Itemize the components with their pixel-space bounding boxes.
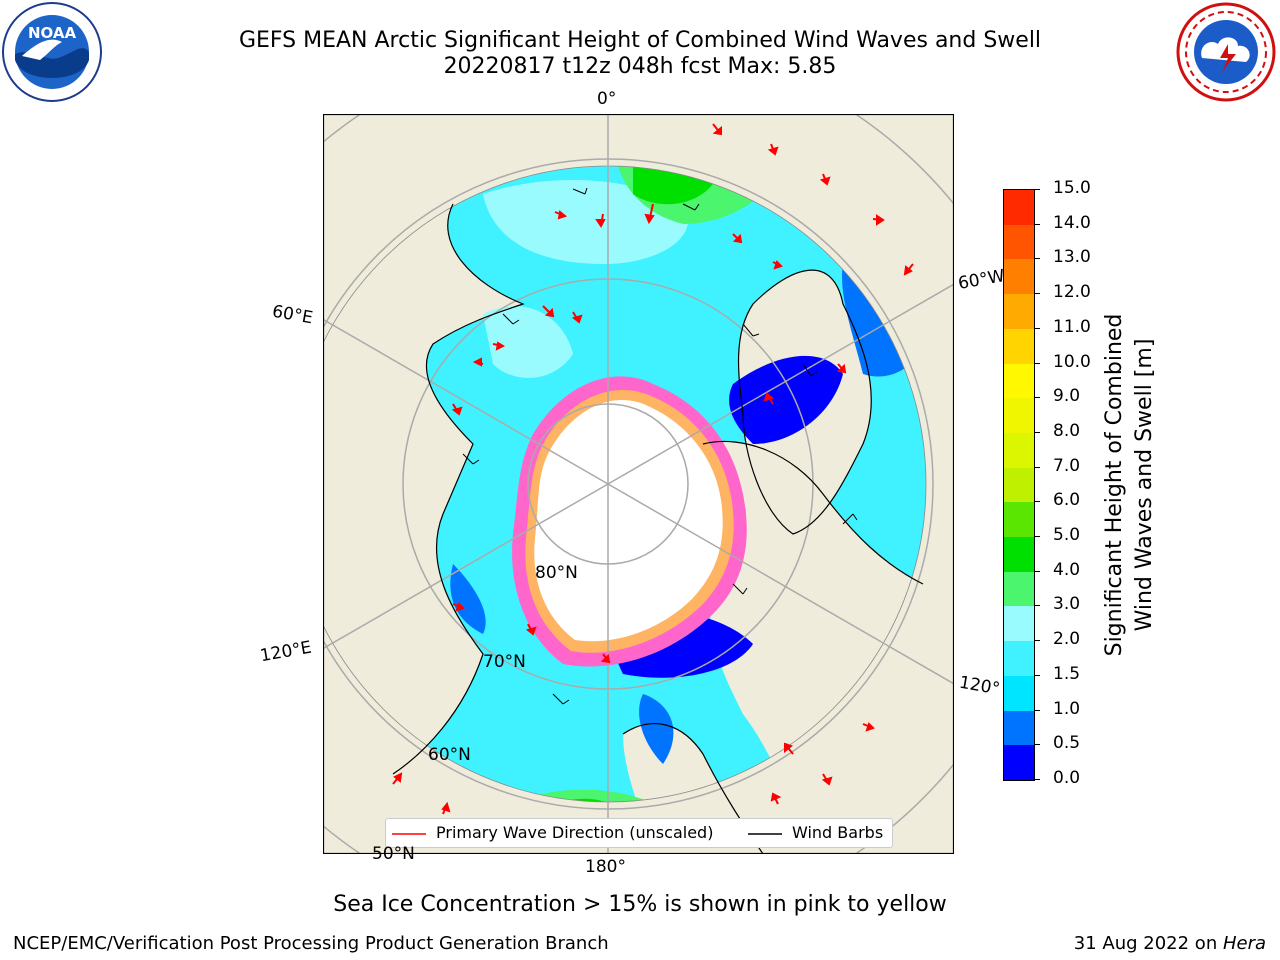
colorbar-tick-label: 1.5 — [1053, 663, 1081, 684]
colorbar-tick-label: 6.0 — [1053, 490, 1081, 511]
lat-label-60: 60°N — [428, 745, 471, 765]
colorbar-tick-mark — [1034, 293, 1040, 295]
noaa-logo-text: NOAA — [28, 24, 77, 42]
arctic-map-svg — [322, 113, 955, 855]
colorbar-tick-label: 13.0 — [1053, 247, 1091, 268]
colorbar-cell — [1004, 710, 1034, 746]
colorbar-tick-label: 12.0 — [1053, 282, 1091, 303]
colorbar-tick-mark — [1034, 744, 1040, 746]
colorbar-tick-label: 0.5 — [1053, 733, 1081, 754]
colorbar-tick-mark — [1034, 709, 1040, 711]
colorbar-tick-mark — [1034, 779, 1040, 780]
wave-direction-arrows — [392, 123, 914, 815]
title-line1: GEFS MEAN Arctic Significant Height of C… — [238, 28, 1042, 53]
footer-host: Hera — [1222, 933, 1266, 954]
primary-wave-legend-label: Primary Wave Direction (unscaled) — [436, 823, 714, 842]
colorbar-cell — [1004, 606, 1034, 642]
nws-logo — [1176, 2, 1276, 102]
colorbar-cell — [1004, 190, 1034, 225]
noaa-logo: NOAA — [2, 2, 102, 102]
lon-label-180: 180° — [585, 857, 626, 877]
colorbar-tick-mark — [1034, 431, 1040, 433]
colorbar-tick-label: 0.0 — [1053, 768, 1081, 788]
colorbar-cell — [1004, 328, 1034, 364]
colorbar-tick-label: 11.0 — [1053, 316, 1091, 337]
colorbar-tick-mark — [1034, 466, 1040, 468]
colorbar-tick-mark — [1034, 640, 1040, 642]
colorbar-cell — [1004, 224, 1034, 260]
arctic-map: Primary Wave Direction (unscaled) Wind B… — [322, 113, 955, 855]
colorbar-cell — [1004, 259, 1034, 295]
colorbar-title-line1: Significant Height of Combined — [1102, 313, 1127, 657]
colorbar-tick-mark — [1034, 189, 1040, 190]
colorbar-cell — [1004, 675, 1034, 711]
wind-barbs-legend-label: Wind Barbs — [792, 823, 884, 842]
colorbar-tick-label: 15.0 — [1053, 178, 1091, 198]
lat-label-80: 80°N — [535, 563, 578, 583]
primary-wave-legend-swatch — [392, 833, 426, 835]
lat-label-50: 50°N — [372, 844, 415, 864]
colorbar-cell — [1004, 432, 1034, 468]
colorbar-tick-label: 3.0 — [1053, 594, 1081, 615]
map-legend: Primary Wave Direction (unscaled) Wind B… — [385, 818, 893, 848]
colorbar-tick-label: 14.0 — [1053, 212, 1091, 233]
colorbar-tick-label: 1.0 — [1053, 698, 1081, 719]
colorbar-tick-label: 5.0 — [1053, 525, 1081, 546]
colorbar — [1003, 189, 1035, 781]
colorbar-tick-mark — [1034, 223, 1040, 225]
colorbar-tick-label: 4.0 — [1053, 559, 1081, 580]
colorbar-tick-mark — [1034, 327, 1040, 329]
lat-label-70: 70°N — [483, 652, 526, 672]
colorbar-cell — [1004, 641, 1034, 676]
wind-barbs-legend-swatch — [748, 833, 782, 835]
colorbar-cell — [1004, 467, 1034, 503]
wind-barbs — [462, 187, 858, 705]
colorbar-tick-mark — [1034, 605, 1040, 607]
lon-label-60w: 60°W — [956, 266, 1007, 294]
colorbar-cell — [1004, 294, 1034, 329]
colorbar-cell — [1004, 502, 1034, 538]
colorbar-tick-mark — [1034, 397, 1040, 399]
colorbar-tick-mark — [1034, 258, 1040, 260]
lon-label-120w: 120° — [957, 672, 1002, 700]
colorbar-cell — [1004, 537, 1034, 572]
colorbar-tick-mark — [1034, 362, 1040, 364]
colorbar-tick-label: 9.0 — [1053, 386, 1081, 407]
footer-date: 31 Aug 2022 on Hera — [1074, 933, 1266, 954]
colorbar-tick-mark — [1034, 674, 1040, 676]
colorbar-tick-label: 2.0 — [1053, 629, 1081, 650]
colorbar-tick-mark — [1034, 536, 1040, 538]
colorbar-cell — [1004, 571, 1034, 607]
colorbar-title-line2: Wind Waves and Swell [m] — [1132, 338, 1157, 632]
colorbar-cell — [1004, 398, 1034, 433]
footer-date-text: 31 Aug 2022 on — [1073, 933, 1223, 954]
colorbar-cell — [1004, 363, 1034, 399]
sea-ice-note: Sea Ice Concentration > 15% is shown in … — [333, 892, 947, 917]
colorbar-cell — [1004, 745, 1034, 780]
colorbar-tick-mark — [1034, 570, 1040, 572]
colorbar-tick-label: 10.0 — [1053, 351, 1091, 372]
lon-label-120e: 120°E — [258, 637, 314, 667]
colorbar-tick-label: 8.0 — [1053, 420, 1081, 441]
colorbar-title: Significant Height of Combined Wind Wave… — [1100, 314, 1160, 657]
lon-label-60e: 60°E — [270, 301, 315, 329]
lon-label-0: 0° — [597, 89, 617, 109]
colorbar-tick-label: 7.0 — [1053, 455, 1081, 476]
footer-organization: NCEP/EMC/Verification Post Processing Pr… — [13, 933, 609, 954]
colorbar-tick-mark — [1034, 501, 1040, 503]
title-line2: 20220817 t12z 048h fcst Max: 5.85 — [443, 54, 837, 79]
graticule — [323, 114, 954, 854]
